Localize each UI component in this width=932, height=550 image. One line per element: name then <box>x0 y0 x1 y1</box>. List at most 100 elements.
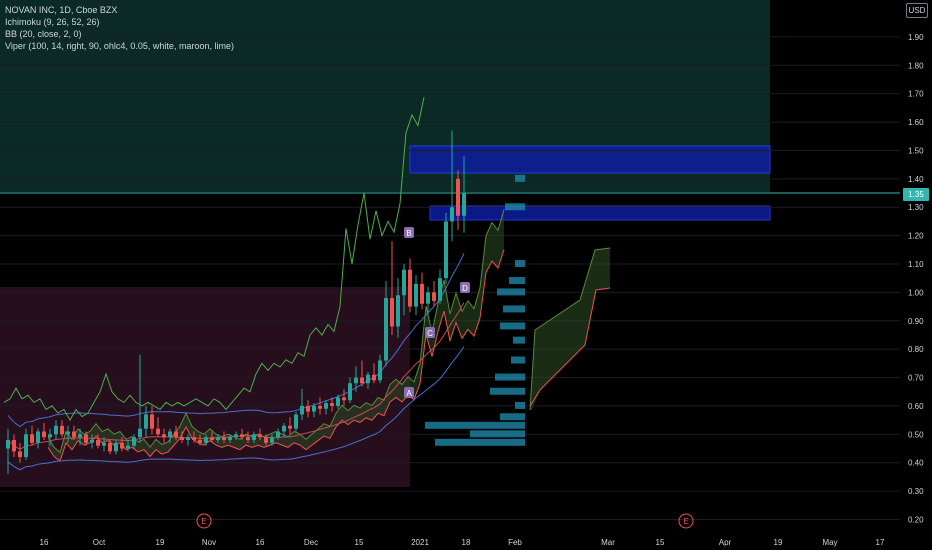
candle[interactable] <box>48 428 52 446</box>
candle[interactable] <box>420 272 424 310</box>
candle[interactable] <box>72 425 76 440</box>
candle[interactable] <box>360 360 364 387</box>
candle[interactable] <box>312 403 316 418</box>
volume-profile-bar <box>509 277 525 285</box>
candle[interactable] <box>270 434 274 446</box>
earnings-icon[interactable] <box>678 513 694 529</box>
candle[interactable] <box>144 405 148 438</box>
viper-legend[interactable]: Viper (100, 14, right, 90, ohlc4, 0.05, … <box>5 41 234 51</box>
candle[interactable] <box>168 428 172 443</box>
candle[interactable] <box>246 431 250 443</box>
candle[interactable] <box>300 388 304 421</box>
candle[interactable] <box>318 397 322 415</box>
ichimoku-cloud <box>48 209 504 462</box>
candle[interactable] <box>108 440 112 455</box>
candle[interactable] <box>114 440 118 455</box>
candle[interactable] <box>366 371 370 389</box>
candle[interactable] <box>228 434 232 443</box>
candle[interactable] <box>6 428 10 475</box>
candle[interactable] <box>342 388 346 406</box>
bb-legend[interactable]: BB (20, close, 2, 0) <box>5 29 82 39</box>
candle[interactable] <box>84 431 88 446</box>
candle[interactable] <box>306 400 310 418</box>
earnings-icon[interactable] <box>196 513 212 529</box>
candle[interactable] <box>174 425 178 440</box>
candle[interactable] <box>336 394 340 409</box>
candle[interactable] <box>30 425 34 446</box>
candle[interactable] <box>348 377 352 404</box>
candle[interactable] <box>180 431 184 443</box>
candle[interactable] <box>60 420 64 438</box>
candle[interactable] <box>354 366 358 392</box>
candle[interactable] <box>390 241 394 335</box>
ichimoku-legend[interactable]: Ichimoku (9, 26, 52, 26) <box>5 17 100 27</box>
candle[interactable] <box>384 281 388 367</box>
symbol-line[interactable]: NOVAN INC, 1D, Cboe BZX <box>5 5 118 15</box>
candle[interactable] <box>162 428 166 443</box>
candle-body <box>414 283 418 307</box>
candle-body <box>132 437 136 446</box>
wave-label-bg <box>425 327 435 338</box>
candle[interactable] <box>54 420 58 440</box>
candle[interactable] <box>438 269 442 304</box>
candle-body <box>150 414 154 429</box>
candle[interactable] <box>456 170 460 230</box>
candle[interactable] <box>198 434 202 446</box>
candle[interactable] <box>120 437 124 452</box>
candle[interactable] <box>24 428 28 460</box>
volume-profile-bar <box>500 413 525 421</box>
y-tick-label: 1.80 <box>908 61 924 70</box>
candle[interactable] <box>102 437 106 452</box>
candle[interactable] <box>132 434 136 449</box>
candle[interactable] <box>96 434 100 449</box>
candle[interactable] <box>258 428 262 440</box>
candle[interactable] <box>378 354 382 384</box>
candle[interactable] <box>294 411 298 432</box>
candle[interactable] <box>240 428 244 440</box>
candle[interactable] <box>18 442 22 463</box>
candle[interactable] <box>78 428 82 446</box>
candle[interactable] <box>432 281 436 307</box>
candle[interactable] <box>414 275 418 316</box>
candle[interactable] <box>150 405 154 435</box>
candle[interactable] <box>126 440 130 452</box>
candle[interactable] <box>426 286 430 316</box>
candle[interactable] <box>288 417 292 435</box>
candle[interactable] <box>402 264 406 316</box>
currency-badge[interactable]: USD <box>906 3 928 18</box>
candle[interactable] <box>186 434 190 446</box>
candle[interactable] <box>90 434 94 449</box>
candle[interactable] <box>222 431 226 443</box>
candle[interactable] <box>372 363 376 384</box>
candle[interactable] <box>210 431 214 443</box>
candle-body <box>204 437 208 443</box>
candle[interactable] <box>330 397 334 412</box>
candle[interactable] <box>444 212 448 284</box>
candle[interactable] <box>216 434 220 443</box>
candle[interactable] <box>396 278 400 338</box>
candle[interactable] <box>234 431 238 440</box>
candle[interactable] <box>192 431 196 443</box>
candle-body <box>456 178 460 216</box>
candle-body <box>162 434 166 438</box>
candle[interactable] <box>276 428 280 440</box>
candle[interactable] <box>12 434 16 458</box>
candle-body <box>126 445 130 449</box>
candle[interactable] <box>204 434 208 446</box>
candle[interactable] <box>282 422 286 438</box>
candle[interactable] <box>36 428 40 449</box>
candle[interactable] <box>156 417 160 438</box>
candle[interactable] <box>450 130 454 242</box>
candle[interactable] <box>462 156 466 233</box>
candle[interactable] <box>42 422 46 440</box>
candle[interactable] <box>264 434 268 446</box>
volume-profile-bar <box>515 401 525 409</box>
candle[interactable] <box>252 431 256 443</box>
candle[interactable] <box>66 425 70 443</box>
candle[interactable] <box>324 400 328 415</box>
candle-body <box>102 442 106 446</box>
candle[interactable] <box>408 258 412 313</box>
candle-body <box>426 292 430 304</box>
candle[interactable] <box>138 354 142 443</box>
